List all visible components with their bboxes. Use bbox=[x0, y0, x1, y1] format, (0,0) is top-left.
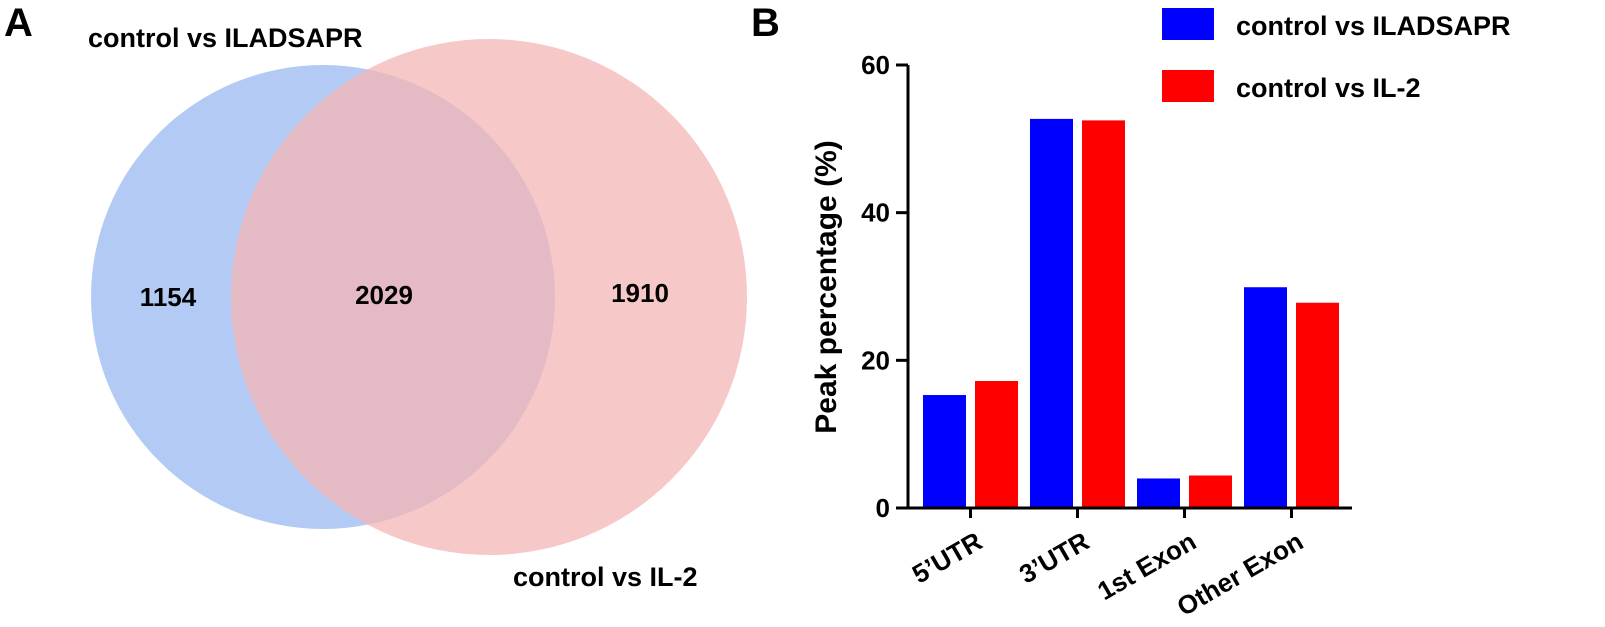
venn-diagram: A control vs ILADSAPR control vs IL-2 11… bbox=[4, 1, 747, 592]
bar-set1-1 bbox=[1030, 118, 1073, 509]
venn-count-set1-only: 1154 bbox=[140, 282, 197, 312]
panel-b-label: B bbox=[751, 1, 780, 45]
y-tick-label: 40 bbox=[861, 198, 890, 228]
panel-a-label: A bbox=[4, 1, 33, 45]
x-tick-label: 5’UTR bbox=[907, 526, 987, 590]
legend-label-set2: control vs IL-2 bbox=[1236, 73, 1421, 103]
bar-set2-0 bbox=[975, 381, 1018, 508]
venn-count-intersection: 2029 bbox=[355, 280, 413, 310]
venn-count-set2-only: 1910 bbox=[611, 278, 669, 308]
bar-set1-0 bbox=[923, 395, 966, 508]
bar-set2-3 bbox=[1296, 302, 1339, 508]
bar-set2-1 bbox=[1082, 120, 1125, 508]
bar-set2-2 bbox=[1189, 475, 1232, 508]
bar-set1-3 bbox=[1244, 287, 1287, 508]
y-axis-title: Peak percentage (%) bbox=[810, 140, 843, 433]
bar-chart: B Peak percentage (%) 0 20 40 60 5’UTR 3’UTR… bbox=[751, 1, 1511, 622]
y-tick-label: 0 bbox=[876, 493, 890, 523]
legend-label-set1: control vs ILADSAPR bbox=[1236, 11, 1511, 41]
bars bbox=[923, 118, 1339, 509]
venn-set2-label: control vs IL-2 bbox=[513, 562, 698, 592]
legend-swatch-set1 bbox=[1162, 8, 1214, 40]
y-axis: 0 20 40 60 bbox=[861, 50, 910, 523]
y-tick-label: 20 bbox=[861, 345, 890, 375]
bar-set1-2 bbox=[1137, 478, 1180, 508]
x-tick-label: 3’UTR bbox=[1014, 526, 1094, 590]
y-tick-label: 60 bbox=[861, 50, 890, 80]
legend-swatch-set2 bbox=[1162, 70, 1214, 102]
legend: control vs ILADSAPR control vs IL-2 bbox=[1162, 8, 1511, 103]
venn-circle-set2 bbox=[231, 39, 747, 555]
venn-set1-label: control vs ILADSAPR bbox=[88, 23, 363, 53]
